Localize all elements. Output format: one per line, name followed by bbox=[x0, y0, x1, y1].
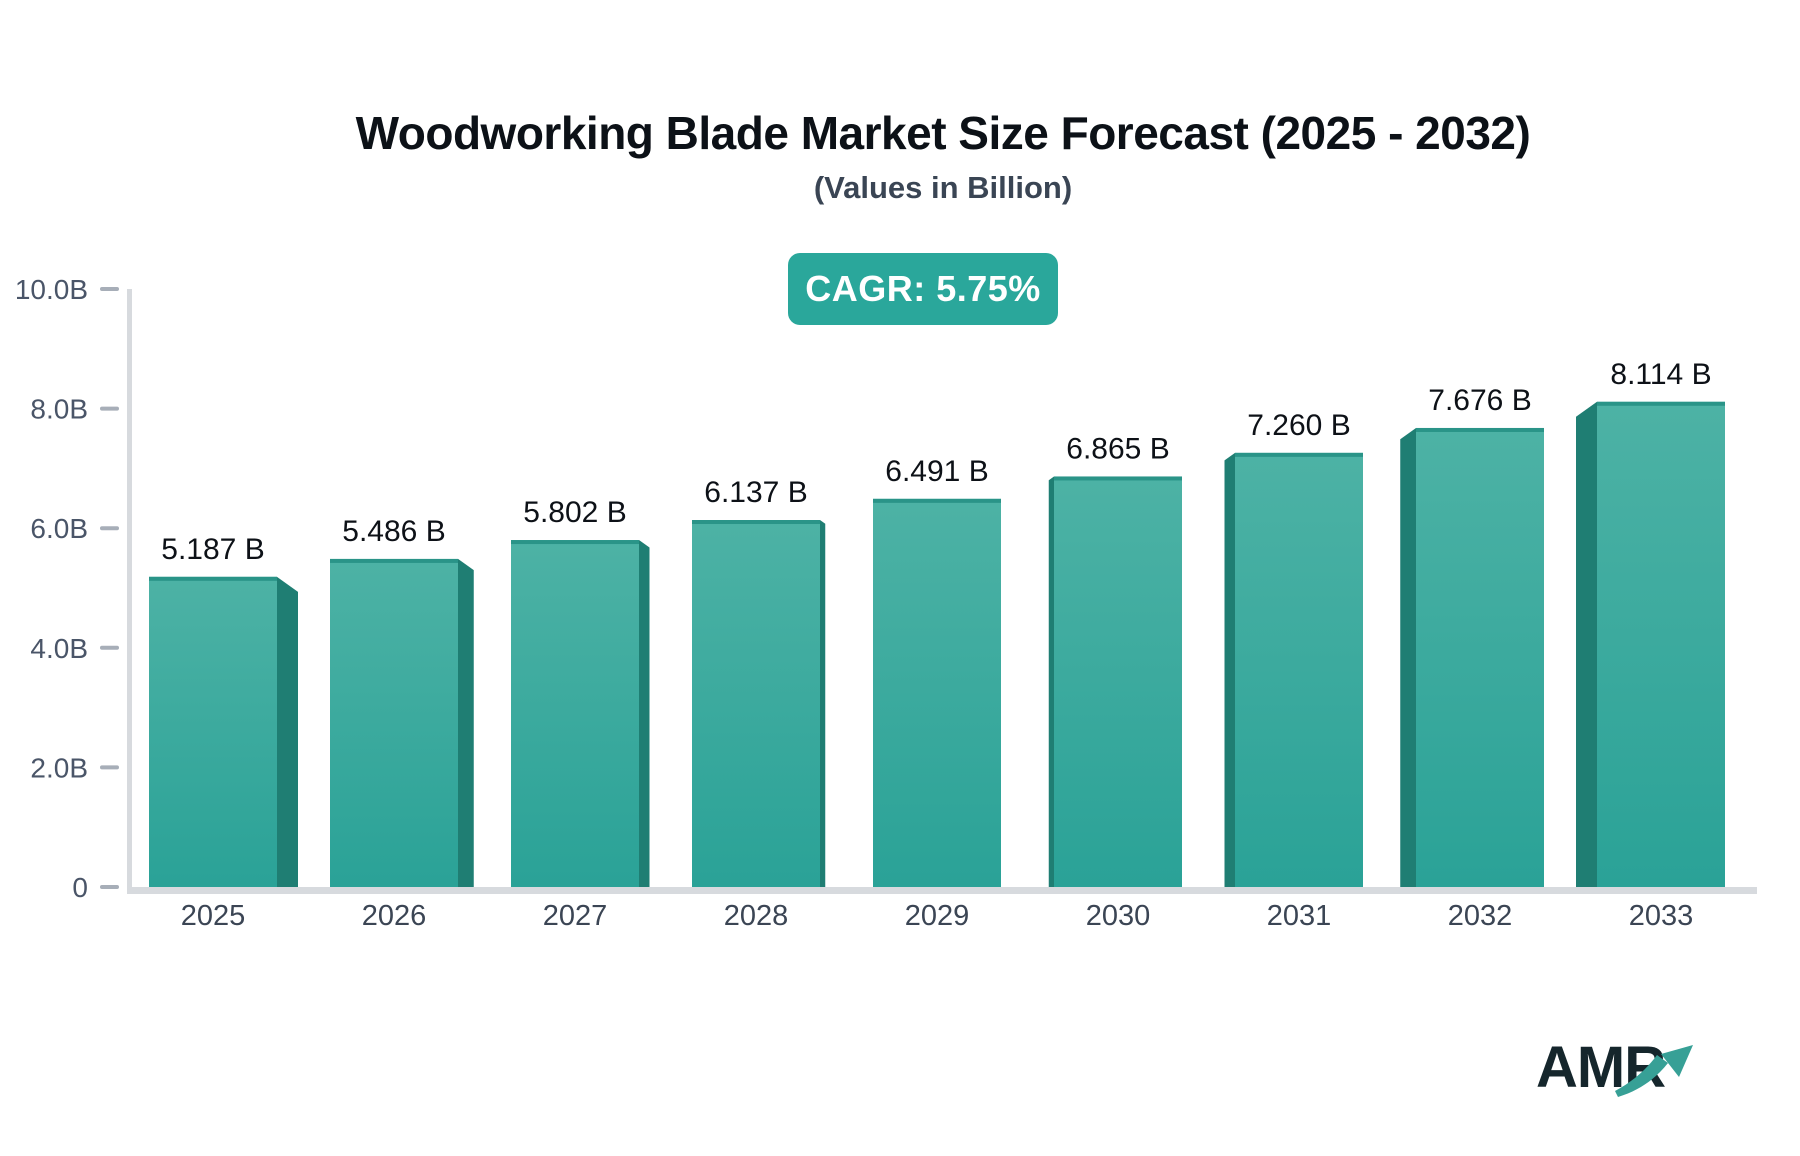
bar-2030 bbox=[1054, 476, 1182, 887]
y-tick-mark bbox=[100, 645, 119, 650]
bar-value-label: 8.114 B bbox=[1610, 358, 1711, 391]
x-axis-label-2030: 2030 bbox=[1086, 900, 1151, 932]
chart-subtitle: (Values in Billion) bbox=[813, 170, 1073, 205]
bar-2031 bbox=[1235, 452, 1363, 887]
chart-title: Woodworking Blade Market Size Forecast (… bbox=[355, 107, 1531, 159]
y-axis-label: 4.0B bbox=[30, 633, 88, 664]
bar-side-2032 bbox=[1400, 427, 1416, 887]
bar-top-edge-2026 bbox=[330, 558, 458, 563]
y-tick-mark bbox=[100, 287, 119, 291]
bar-top-edge-2029 bbox=[873, 498, 1001, 503]
growth-arrow-icon bbox=[1615, 1055, 1668, 1097]
bar-side-2030 bbox=[1048, 476, 1054, 887]
x-axis-label-2031: 2031 bbox=[1267, 900, 1332, 932]
logo-text: AMR bbox=[1536, 1035, 1665, 1100]
bar-side-2027 bbox=[639, 540, 650, 887]
bar-2029 bbox=[873, 498, 1001, 887]
bar-top-edge-2033 bbox=[1597, 401, 1725, 406]
bar-value-label: 7.260 B bbox=[1247, 409, 1350, 442]
y-axis-label: 8.0B bbox=[30, 394, 88, 425]
bar-2033 bbox=[1597, 401, 1725, 887]
bar-value-label: 5.486 B bbox=[342, 515, 445, 548]
y-axis-label: 0 bbox=[72, 872, 88, 903]
x-axis-label-2026: 2026 bbox=[362, 900, 427, 932]
bar-top-edge-2027 bbox=[511, 540, 639, 545]
amr-logo: AMR bbox=[1536, 1035, 1693, 1100]
bar-value-label: 5.187 B bbox=[161, 533, 264, 566]
bar-value-label: 6.137 B bbox=[704, 476, 807, 509]
y-axis-label: 2.0B bbox=[30, 752, 88, 783]
bar-side-2025 bbox=[277, 576, 298, 887]
bar-2028 bbox=[692, 520, 820, 887]
bar-side-2026 bbox=[458, 558, 474, 887]
bar-side-2031 bbox=[1224, 452, 1235, 887]
bar-top-edge-2028 bbox=[692, 520, 820, 525]
bar-value-label: 6.491 B bbox=[885, 455, 988, 488]
bar-value-label: 6.865 B bbox=[1066, 432, 1169, 465]
x-axis-line bbox=[127, 887, 1757, 894]
x-axis-label-2029: 2029 bbox=[905, 900, 970, 932]
y-tick-mark bbox=[100, 406, 119, 411]
x-axis-label-2032: 2032 bbox=[1448, 900, 1513, 932]
bar-top-edge-2030 bbox=[1054, 476, 1182, 481]
bar-top-edge-2025 bbox=[149, 576, 277, 581]
bar-side-2033 bbox=[1576, 401, 1597, 887]
bar-top-edge-2032 bbox=[1416, 427, 1544, 432]
x-axis-label-2025: 2025 bbox=[181, 900, 246, 932]
y-axis-line bbox=[127, 289, 132, 894]
x-axis-label-2027: 2027 bbox=[543, 900, 608, 932]
y-tick-mark bbox=[100, 885, 119, 889]
y-axis-label: 6.0B bbox=[30, 513, 88, 544]
y-tick-mark bbox=[100, 526, 119, 531]
bar-2026 bbox=[330, 558, 458, 887]
x-axis-label-2033: 2033 bbox=[1629, 900, 1694, 932]
x-axis-label-2028: 2028 bbox=[724, 900, 789, 932]
bar-value-label: 7.676 B bbox=[1428, 384, 1531, 417]
bar-value-label: 5.802 B bbox=[523, 496, 626, 529]
y-tick-mark bbox=[100, 765, 119, 770]
bar-2027 bbox=[511, 540, 639, 887]
bar-2025 bbox=[149, 576, 277, 887]
y-axis-label: 10.0B bbox=[15, 274, 88, 305]
bar-side-2028 bbox=[820, 520, 826, 887]
bar-2032 bbox=[1416, 427, 1544, 887]
cagr-badge: CAGR: 5.75% bbox=[788, 253, 1058, 325]
bar-top-edge-2031 bbox=[1235, 452, 1363, 457]
growth-arrow-head-icon bbox=[1661, 1045, 1693, 1077]
